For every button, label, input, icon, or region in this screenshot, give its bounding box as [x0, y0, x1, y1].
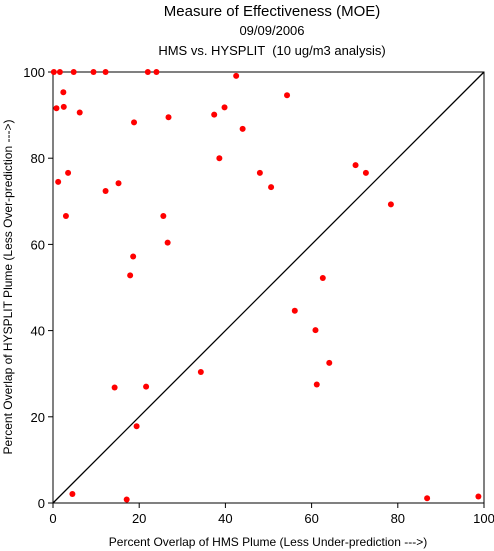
data-point [312, 327, 319, 334]
data-point [123, 496, 130, 503]
data-point [153, 69, 160, 75]
data-point [143, 383, 150, 390]
data-point [76, 109, 83, 116]
data-point [115, 180, 122, 187]
chart-title: Measure of Effectiveness (MOE) [164, 3, 380, 20]
data-point [111, 384, 118, 391]
y-axis-label: Percent Overlap of HYSPLIT Plume (Less O… [1, 120, 15, 455]
plot-frame [52, 71, 485, 504]
data-point [133, 423, 140, 430]
data-point [326, 359, 333, 366]
data-point [69, 490, 76, 497]
data-point [233, 72, 240, 79]
data-point [53, 105, 60, 112]
data-point [102, 187, 109, 194]
data-point [352, 162, 359, 169]
y-tick-label: 60 [31, 237, 45, 252]
data-point [65, 169, 72, 176]
data-point [256, 169, 263, 176]
data-point [313, 381, 320, 388]
data-point [56, 69, 63, 75]
data-points [50, 69, 482, 503]
data-point [216, 155, 223, 162]
data-point [475, 493, 482, 500]
x-tick-label: 100 [473, 511, 494, 526]
y-tick-label: 80 [31, 151, 45, 166]
x-axis-label: Percent Overlap of HMS Plume (Less Under… [109, 535, 427, 549]
data-point [127, 272, 134, 279]
chart-subtitle-analysis: HMS vs. HYSPLIT (10 ug/m3 analysis) [158, 43, 385, 58]
y-tick-label: 0 [38, 496, 45, 511]
data-point [268, 184, 275, 191]
data-point [102, 69, 109, 75]
x-tick-label: 60 [304, 511, 318, 526]
data-point [362, 169, 369, 176]
data-point [60, 89, 67, 96]
data-point [55, 178, 62, 185]
data-point [239, 125, 246, 132]
axis-ticks: 0 20 40 60 80 100 0 20 40 60 80 100 [23, 65, 494, 526]
data-point [291, 307, 298, 314]
x-tick-label: 0 [49, 511, 56, 526]
data-point [130, 253, 137, 260]
data-point [211, 111, 218, 118]
data-point [60, 103, 67, 110]
y-tick-label: 40 [31, 324, 45, 339]
data-point [284, 92, 291, 99]
one-to-one-reference-line [52, 71, 485, 504]
x-tick-label: 40 [218, 511, 232, 526]
data-point [70, 69, 77, 75]
data-point [164, 239, 171, 246]
data-point [221, 104, 228, 111]
data-point [197, 368, 204, 375]
x-tick-label: 80 [391, 511, 405, 526]
data-point [319, 275, 326, 282]
data-point [387, 201, 394, 208]
data-point [90, 69, 97, 75]
data-point [50, 69, 57, 75]
y-tick-label: 20 [31, 410, 45, 425]
data-point [160, 212, 167, 219]
data-point [144, 69, 151, 75]
data-point [131, 119, 138, 126]
x-tick-label: 20 [132, 511, 146, 526]
chart-subtitle-date: 09/09/2006 [239, 23, 304, 38]
data-point [165, 114, 172, 121]
data-point [424, 495, 431, 502]
data-point [62, 212, 69, 219]
y-tick-label: 100 [23, 65, 45, 80]
